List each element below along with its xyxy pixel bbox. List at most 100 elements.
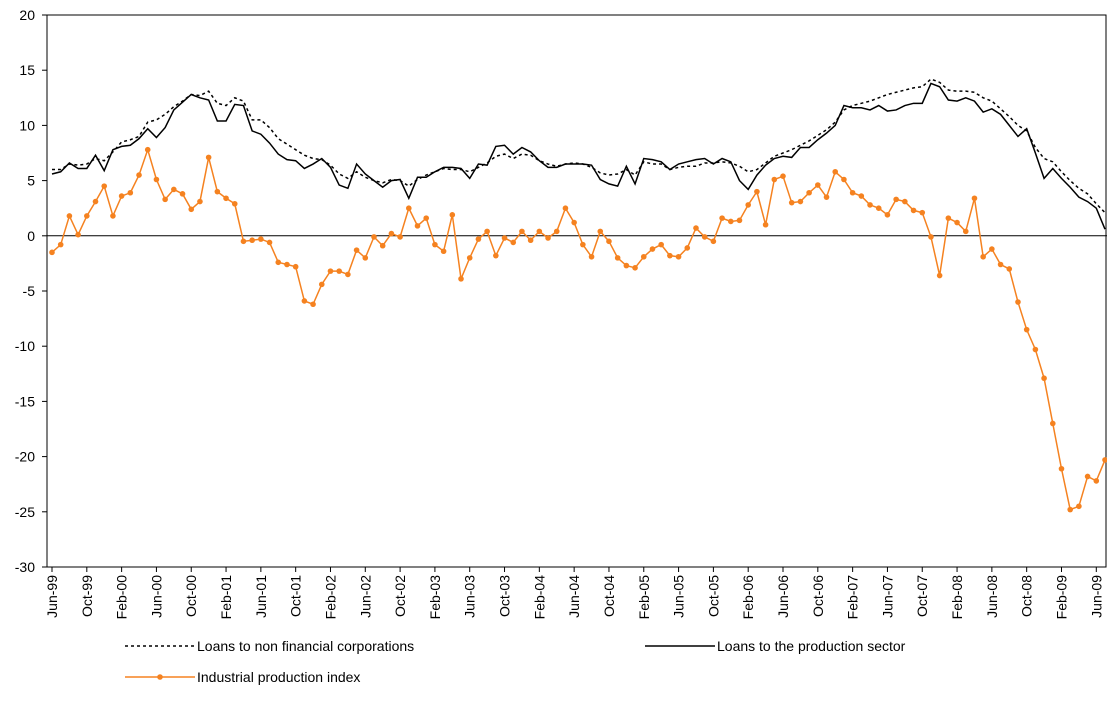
x-tick-label: Feb-06 — [740, 575, 756, 620]
x-tick-label: Jun-03 — [462, 575, 478, 618]
data-point — [510, 239, 517, 246]
data-point — [1015, 299, 1021, 305]
data-point — [527, 237, 534, 244]
y-tick-label: -5 — [23, 283, 36, 299]
data-point — [675, 253, 682, 260]
data-point — [919, 209, 926, 216]
x-tick-label: Oct-02 — [392, 575, 408, 617]
data-point — [449, 212, 456, 218]
data-point — [823, 194, 830, 200]
data-point — [1049, 420, 1056, 427]
y-tick-label: 0 — [27, 228, 35, 244]
x-tick-label: Jun-02 — [357, 575, 373, 618]
x-tick-label: Feb-03 — [427, 575, 443, 620]
data-point — [971, 195, 978, 202]
legend-label: Loans to the production sector — [717, 638, 906, 654]
data-point — [440, 248, 447, 255]
data-point — [266, 239, 273, 246]
data-point — [318, 281, 325, 288]
y-tick-label: -20 — [15, 449, 35, 465]
data-point — [423, 215, 430, 221]
data-point — [258, 236, 264, 242]
data-point — [484, 228, 490, 235]
data-point — [110, 213, 116, 219]
data-point — [353, 247, 360, 253]
y-tick-label: -15 — [15, 393, 35, 409]
data-point — [249, 237, 255, 244]
series-line — [51, 82, 1106, 230]
data-point — [693, 225, 699, 231]
data-point — [101, 183, 108, 189]
data-point — [171, 186, 177, 193]
data-point — [57, 241, 64, 248]
data-point — [493, 252, 499, 259]
data-point — [580, 241, 586, 248]
data-point — [1023, 326, 1030, 333]
data-point — [432, 241, 438, 248]
data-point — [127, 189, 134, 196]
y-tick-label: -10 — [15, 338, 35, 354]
y-tick-label: -25 — [15, 504, 35, 520]
legend-label: Loans to non financial corporations — [197, 638, 414, 654]
data-point — [875, 205, 882, 211]
data-point — [701, 234, 708, 240]
data-point — [849, 189, 856, 196]
data-point — [223, 195, 229, 202]
x-tick-label: Jun-00 — [148, 575, 164, 618]
data-point — [902, 198, 908, 205]
x-tick-label: Oct-01 — [288, 575, 304, 617]
data-point — [815, 182, 821, 188]
data-point — [75, 231, 81, 238]
y-tick-label: 20 — [19, 7, 35, 23]
data-point — [397, 234, 403, 240]
data-point — [980, 253, 986, 260]
data-point — [780, 173, 786, 179]
data-point — [179, 191, 186, 197]
data-point — [214, 188, 221, 195]
x-tick-label: Feb-09 — [1053, 575, 1069, 620]
data-point — [640, 253, 647, 260]
legend-label: Industrial production index — [197, 669, 360, 685]
data-point — [597, 228, 604, 235]
data-point — [710, 238, 717, 245]
data-point — [658, 241, 664, 248]
x-tick-label: Jun-08 — [984, 575, 1000, 618]
x-tick-label: Feb-07 — [845, 575, 861, 620]
data-point — [893, 196, 899, 203]
data-point — [684, 245, 691, 251]
data-point — [745, 202, 751, 208]
data-point — [562, 205, 569, 211]
x-tick-label: Oct-06 — [810, 575, 826, 617]
data-point — [345, 271, 351, 278]
data-point — [362, 255, 369, 261]
x-tick-label: Jun-04 — [566, 575, 582, 618]
data-point — [458, 276, 464, 282]
data-point — [1076, 503, 1082, 510]
data-point — [414, 223, 421, 229]
data-point — [954, 219, 960, 226]
data-point — [1084, 473, 1091, 480]
legend-marker — [157, 674, 163, 680]
data-point — [301, 298, 308, 304]
data-point — [727, 218, 734, 225]
x-tick-label: Feb-02 — [322, 575, 338, 620]
data-point — [736, 217, 743, 224]
data-point — [197, 198, 203, 205]
x-tick-label: Oct-99 — [79, 575, 95, 617]
x-tick-label: Jun-01 — [253, 575, 269, 618]
data-point — [292, 263, 299, 270]
data-point — [1006, 266, 1013, 272]
x-tick-label: Feb-04 — [531, 575, 547, 620]
x-tick-label: Oct-03 — [497, 575, 513, 617]
data-point — [284, 261, 290, 268]
x-tick-label: Feb-05 — [636, 575, 652, 620]
data-point — [928, 234, 934, 240]
y-tick-label: 15 — [19, 62, 35, 78]
data-point — [910, 207, 917, 214]
data-point — [1058, 465, 1065, 472]
data-point — [379, 242, 386, 249]
data-point — [884, 212, 891, 218]
data-point — [49, 249, 55, 256]
data-point — [1041, 375, 1047, 382]
